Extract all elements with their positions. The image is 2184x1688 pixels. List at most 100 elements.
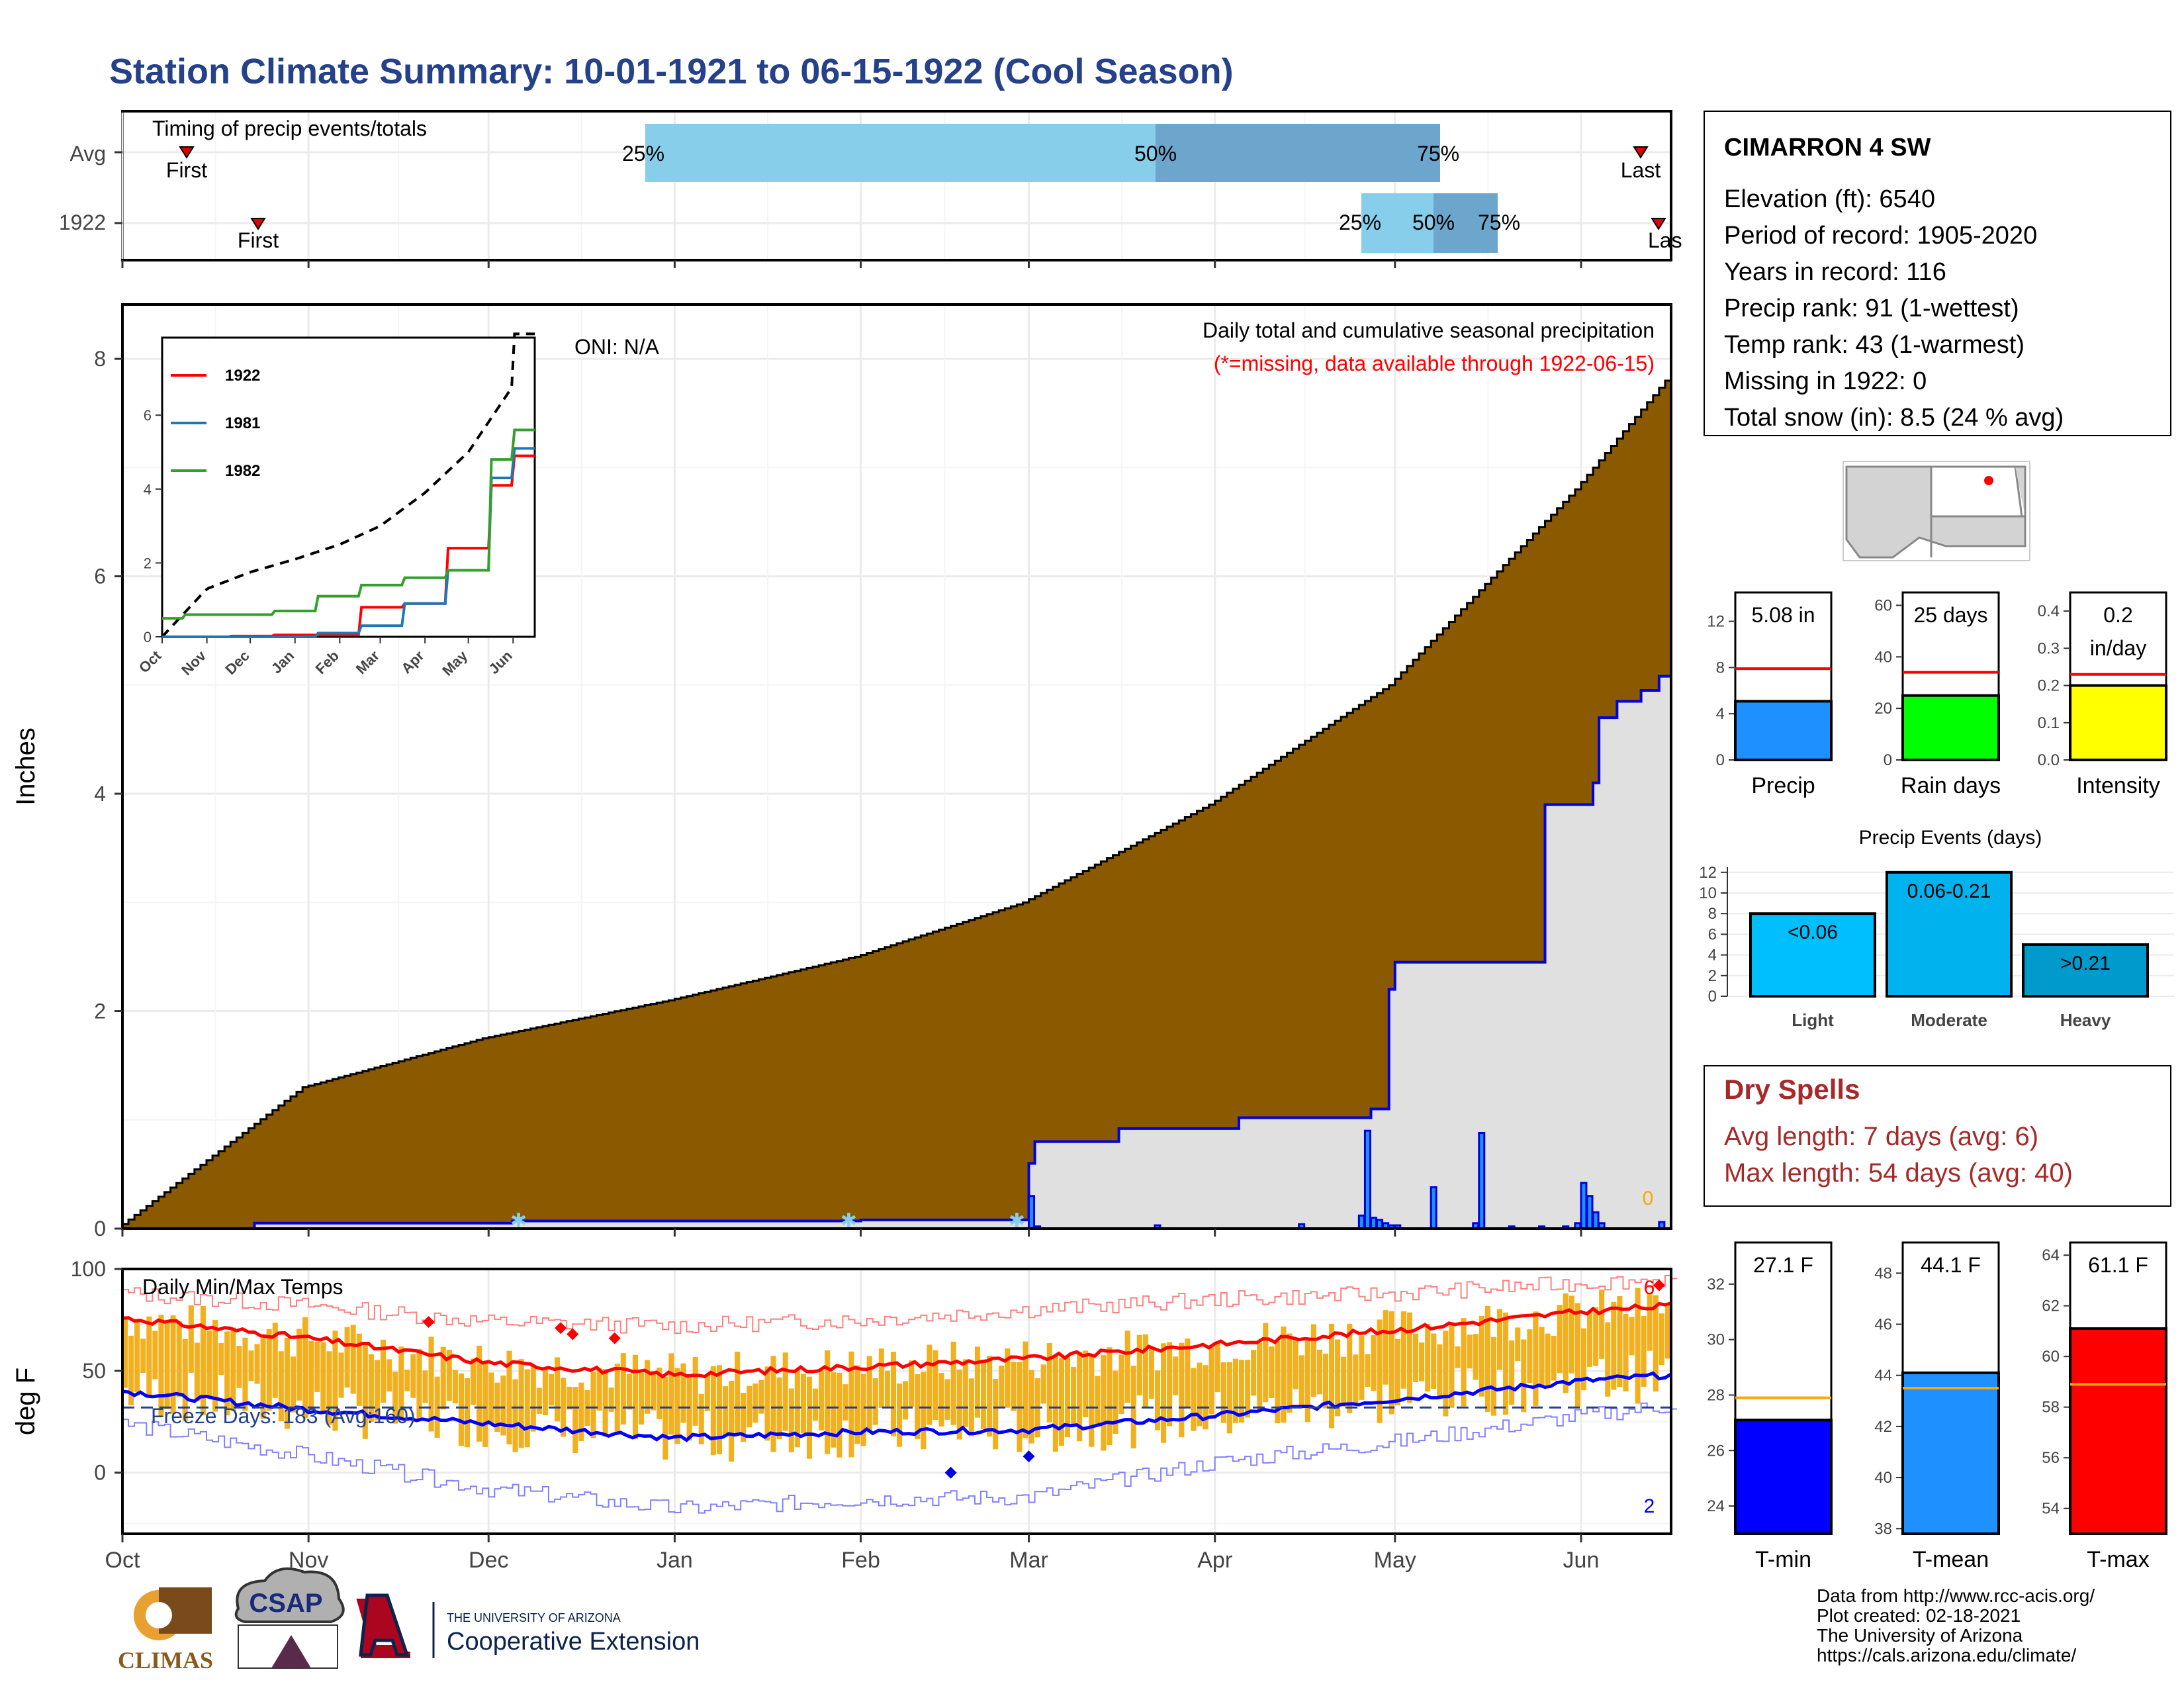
daily-temp-bar: [212, 1320, 218, 1412]
daily-temp-bar: [921, 1372, 927, 1450]
temp-avg-line-avg-min: [122, 1371, 1672, 1442]
daily-precip-bar: [1370, 1217, 1378, 1230]
daily-temp-bar: [831, 1372, 837, 1448]
daily-precip-bar: [1357, 1214, 1365, 1230]
inset-line-1982: [162, 428, 535, 620]
month-axis-label: Apr: [1197, 1548, 1232, 1573]
timing-avg-first-marker: [179, 146, 195, 159]
daily-temp-bar: [980, 1360, 987, 1429]
temp-summary-charts: 24 26 28 30 32 27.1 F T-min 38 40 42 44 46 48 44.1 F T…: [1707, 1241, 2167, 1572]
daily-temp-bar: [1641, 1315, 1647, 1387]
daily-temp-bar: [152, 1331, 158, 1380]
daily-temp-bar: [1365, 1354, 1371, 1387]
daily-temp-bar: [645, 1360, 651, 1414]
hot-count: 6: [1644, 1277, 1655, 1299]
daily-precip-bar: [1028, 1195, 1036, 1230]
daily-temp-bar: [578, 1382, 584, 1441]
daily-temp-bar: [1533, 1311, 1539, 1406]
daily-temp-bar: [710, 1366, 716, 1456]
daily-temp-bar: [1635, 1288, 1641, 1404]
daily-temp-bar: [381, 1339, 387, 1403]
events-category-label: Light: [1792, 1010, 1834, 1030]
events-bar-moderate: [1886, 870, 2013, 998]
cold-count: 2: [1644, 1495, 1655, 1517]
daily-temp-bar: [482, 1362, 488, 1447]
daily-temp-bar: [987, 1356, 993, 1437]
temp-ytick-label: 100: [71, 1257, 106, 1281]
timing-avg-bar-light: [645, 124, 1156, 182]
daily-temp-bar: [1551, 1335, 1557, 1381]
inset-legend-label: 1982: [225, 462, 260, 480]
station-location-dot: [1984, 476, 1993, 485]
daily-temp-bar: [1388, 1311, 1394, 1415]
events-ytick-label: 12: [1699, 864, 1717, 882]
precip-ytick-label: 8: [94, 347, 106, 371]
daily-temp-bar: [1058, 1358, 1064, 1446]
daily-temp-bar: [1574, 1303, 1580, 1407]
daily-temp-bar: [1238, 1360, 1245, 1423]
daily-temp-bar: [1527, 1329, 1533, 1383]
daily-temp-bar: [1107, 1347, 1113, 1446]
record-low-marker: [1023, 1450, 1035, 1463]
daily-temp-bar: [1605, 1322, 1611, 1397]
daily-temp-bar: [344, 1327, 350, 1388]
daily-temp-bar: [764, 1366, 770, 1441]
daily-temp-bar: [1226, 1362, 1232, 1434]
record-high-marker: [608, 1332, 621, 1344]
daily-temp-bar: [993, 1378, 999, 1450]
station-info-line: Missing in 1922: 0: [1724, 367, 1927, 395]
station-info-line: Temp rank: 43 (1-warmest): [1724, 331, 2025, 359]
daily-temp-bar: [909, 1360, 915, 1407]
daily-temp-bar: [1503, 1312, 1509, 1415]
daily-temp-bar: [747, 1385, 752, 1428]
temp-panel: Daily Min/Max Temps Freeze Days: 183 (Av…: [11, 1257, 1678, 1573]
station-info-box: CIMARRON 4 SW Elevation (ft): 6540 Period…: [1704, 111, 2171, 436]
timing-avg-last: Last: [1621, 158, 1661, 182]
daily-temp-bar: [1467, 1335, 1473, 1369]
daily-temp-bar: [1263, 1323, 1269, 1403]
daily-temp-bar: [530, 1366, 536, 1432]
daily-temp-bar: [1214, 1342, 1220, 1393]
daily-temp-bar: [1431, 1333, 1437, 1389]
daily-temp-bar: [1377, 1319, 1383, 1423]
daily-temp-bar: [1269, 1346, 1275, 1398]
page-title: Station Climate Summary: 10-01-1921 to 0…: [109, 52, 1234, 91]
timing-year-p25: 25%: [1339, 211, 1381, 234]
daily-temp-bar: [602, 1368, 608, 1437]
temp-summary-1-ytick-label: 44: [1874, 1367, 1892, 1385]
daily-temp-bar: [956, 1369, 962, 1440]
daily-temp-bar: [933, 1350, 938, 1421]
events-bar-light: [1749, 912, 1876, 998]
daily-temp-bar: [698, 1393, 704, 1444]
daily-temp-bar: [506, 1350, 512, 1444]
daily-temp-bar: [1251, 1350, 1257, 1396]
temp-summary-0-bar: [1734, 1419, 1833, 1535]
timing-avg-bar-dark: [1156, 124, 1440, 182]
daily-temp-bar: [1394, 1338, 1400, 1406]
daily-temp-bar: [374, 1360, 380, 1421]
daily-temp-bar: [1347, 1323, 1353, 1413]
daily-temp-bar: [1257, 1342, 1263, 1411]
daily-temp-bar: [788, 1388, 794, 1452]
daily-temp-bar: [1341, 1356, 1347, 1407]
daily-temp-bar: [662, 1376, 668, 1460]
precip-panel: ✱ ✱ ✱ Daily total and cumulative seasonal …: [11, 303, 1672, 1241]
events-category-label: Heavy: [2060, 1010, 2111, 1030]
month-axis-label: Dec: [469, 1548, 508, 1573]
temp-summary-0-ytick-label: 32: [1707, 1276, 1725, 1293]
record-high-marker: [555, 1322, 567, 1335]
daily-temp-bar: [548, 1374, 555, 1406]
daily-temp-bar: [854, 1365, 860, 1444]
inset-legend-label: 1922: [225, 367, 260, 385]
year-cumulative-precip-area: [253, 675, 1672, 1230]
station-info-line: Precip rank: 91 (1-wettest): [1724, 295, 2019, 322]
daily-temp-bar: [555, 1357, 561, 1422]
daily-temp-bar: [752, 1383, 758, 1423]
precip-summary-2-ytick-label: 0.1: [2038, 714, 2060, 732]
daily-temp-bar: [1077, 1352, 1083, 1442]
timing-avg-p75: 75%: [1417, 142, 1459, 165]
daily-temp-bar: [464, 1378, 471, 1448]
daily-temp-bar: [837, 1372, 842, 1458]
daily-temp-bar: [848, 1351, 854, 1458]
daily-temp-bar: [806, 1376, 813, 1459]
